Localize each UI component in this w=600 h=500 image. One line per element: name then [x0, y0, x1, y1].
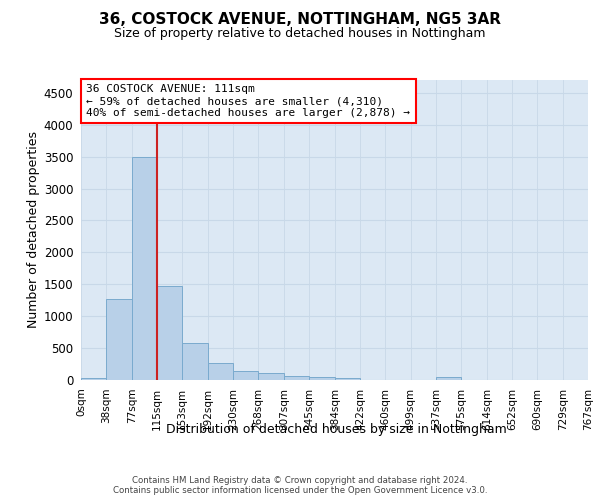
Bar	[208, 364, 233, 380]
Bar	[182, 342, 208, 380]
Bar	[106, 299, 132, 380]
Text: Distribution of detached houses by size in Nottingham: Distribution of detached houses by size …	[166, 422, 506, 436]
Y-axis label: Number of detached properties: Number of detached properties	[26, 132, 40, 328]
Bar	[233, 371, 258, 380]
Bar	[81, 378, 106, 380]
Bar	[309, 377, 335, 380]
Bar	[335, 378, 360, 380]
Text: 36, COSTOCK AVENUE, NOTTINGHAM, NG5 3AR: 36, COSTOCK AVENUE, NOTTINGHAM, NG5 3AR	[99, 12, 501, 28]
Bar	[132, 156, 157, 380]
Text: Contains HM Land Registry data © Crown copyright and database right 2024.
Contai: Contains HM Land Registry data © Crown c…	[113, 476, 487, 495]
Bar	[436, 377, 461, 380]
Text: Size of property relative to detached houses in Nottingham: Size of property relative to detached ho…	[114, 28, 486, 40]
Bar	[258, 372, 284, 380]
Bar	[157, 286, 182, 380]
Text: 36 COSTOCK AVENUE: 111sqm
← 59% of detached houses are smaller (4,310)
40% of se: 36 COSTOCK AVENUE: 111sqm ← 59% of detac…	[86, 84, 410, 117]
Bar	[284, 376, 309, 380]
